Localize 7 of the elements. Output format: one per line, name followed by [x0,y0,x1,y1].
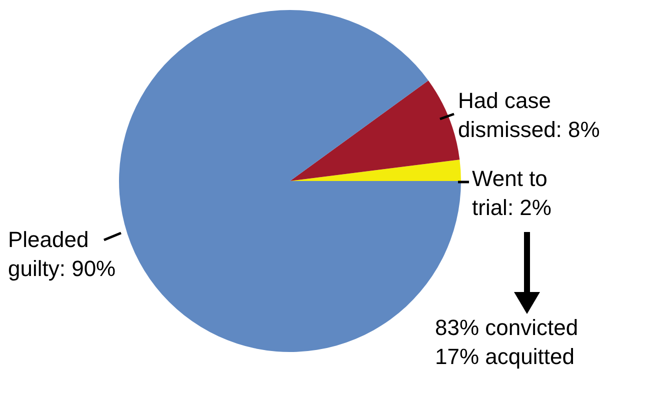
text: 83% convicted [435,315,578,340]
pie-slice [290,160,461,181]
slice-label: Had case dismissed: 8% [458,88,600,142]
pie-slice [290,80,460,181]
slice-label: Pleaded guilty: 90% [8,227,116,281]
slice-label: Went to trial: 2% [472,166,552,220]
text: 17% acquitted [435,344,574,369]
